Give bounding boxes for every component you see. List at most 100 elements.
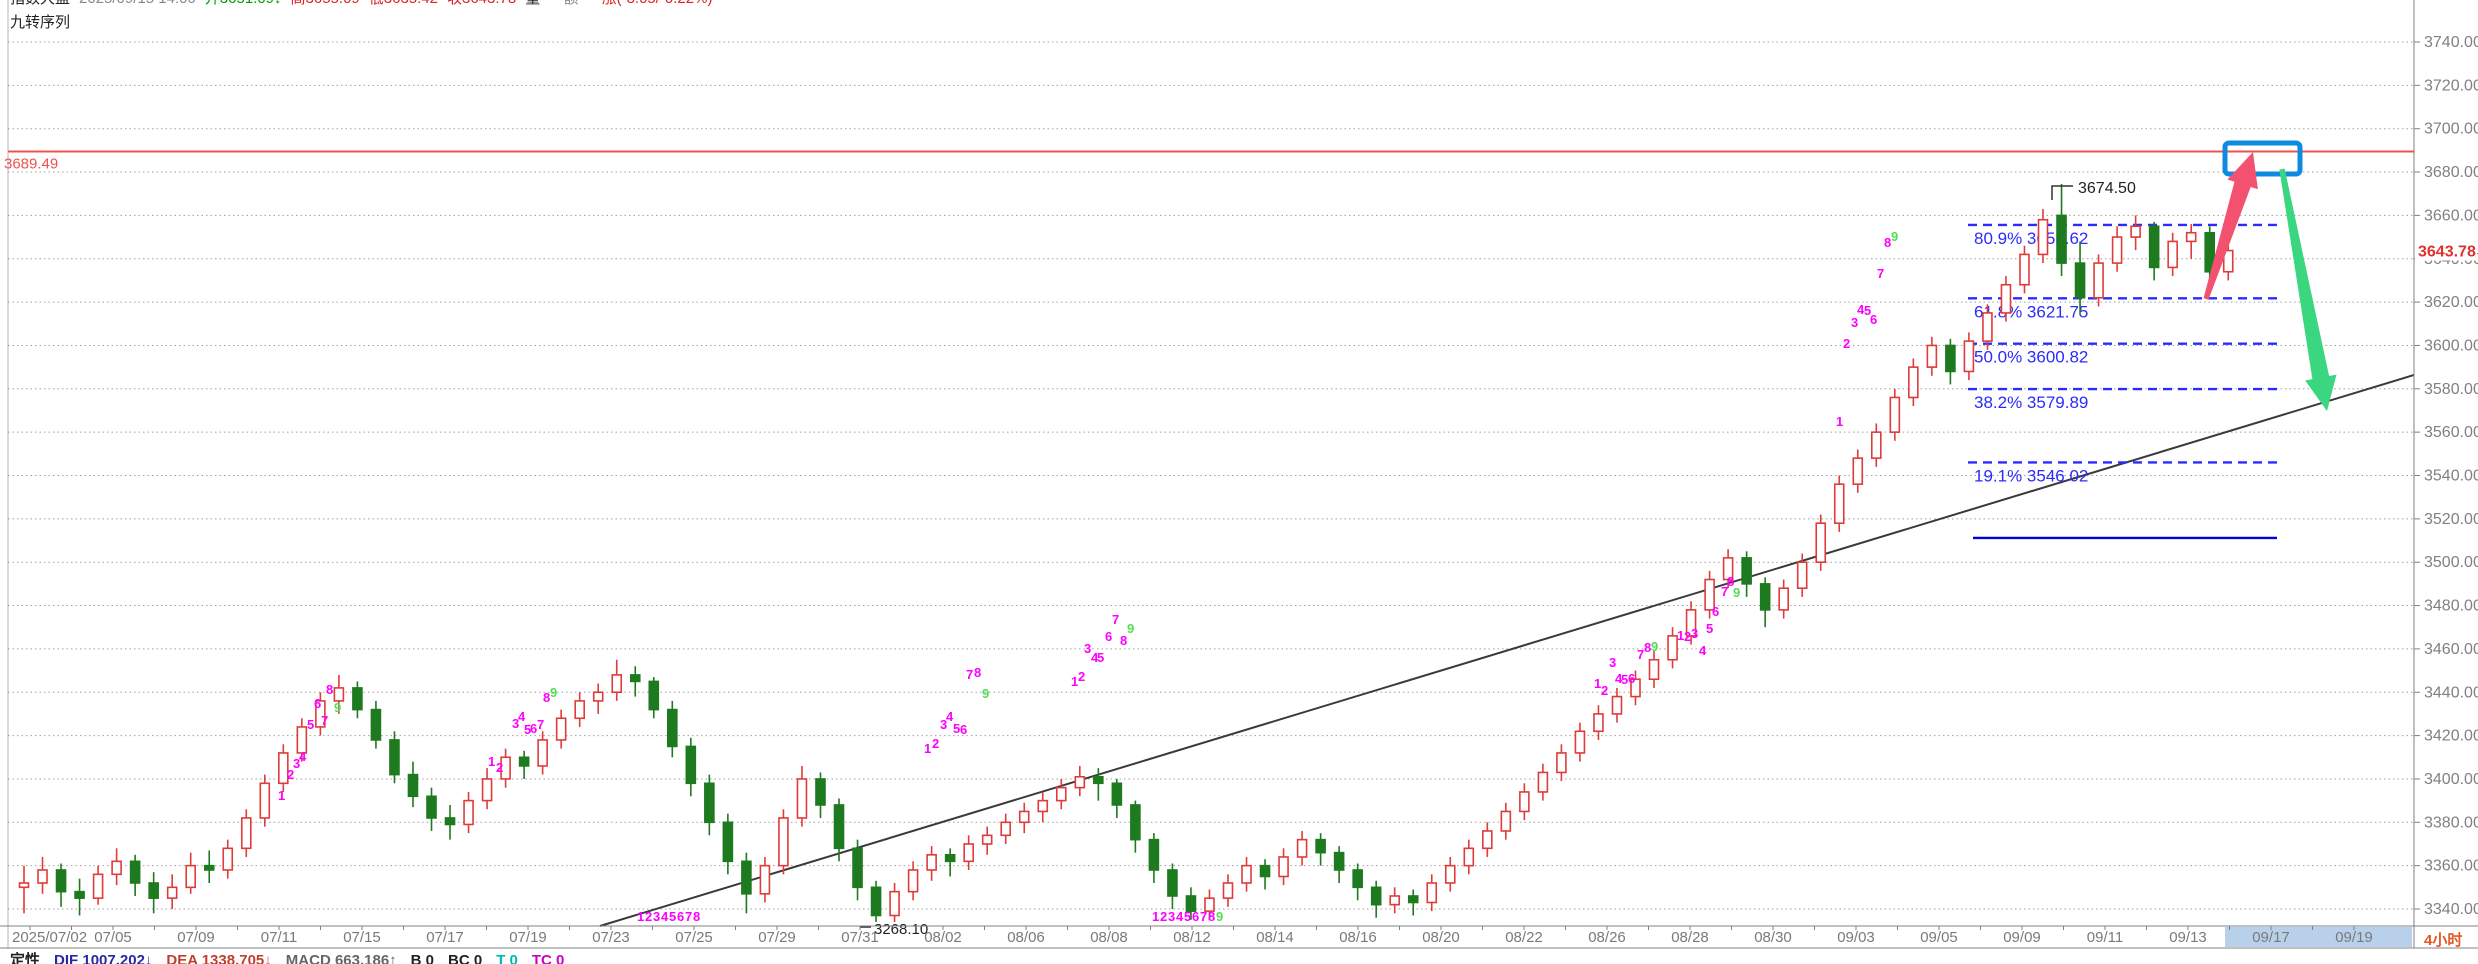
candle-body xyxy=(685,745,697,785)
blue-rectangle-annotation[interactable] xyxy=(2222,140,2303,177)
candle-body xyxy=(2130,225,2141,238)
candle-body xyxy=(629,674,641,683)
nine-turn-count: 9 xyxy=(1891,229,1898,244)
macd-field: MACD 663.186↑ xyxy=(285,952,397,964)
nine-turn-count: 9 xyxy=(1733,585,1740,600)
candle-body xyxy=(1185,895,1197,912)
candle-body xyxy=(1778,587,1789,611)
nine-turn-count: 8 xyxy=(543,690,550,705)
high-price-label: 3674.50 xyxy=(2078,180,2136,197)
nine-turn-count: 3 xyxy=(1168,909,1175,924)
macd-field: B 0 xyxy=(410,952,435,964)
trendline[interactable] xyxy=(599,374,2415,927)
timeframe-label[interactable]: 4小时 xyxy=(2424,932,2463,949)
candle-body xyxy=(1463,847,1475,867)
nine-turn-count: 7 xyxy=(537,717,544,732)
candle-body xyxy=(1407,895,1419,904)
nine-turn-count: 4 xyxy=(1699,643,1707,658)
candle-body xyxy=(704,782,715,824)
nine-turn-count: 4 xyxy=(946,709,954,724)
nine-turn-count: 1 xyxy=(278,788,285,803)
candle-body xyxy=(1889,396,1901,433)
candle-body xyxy=(2111,236,2123,264)
candle-body xyxy=(1389,895,1401,906)
fib-level-label: 80.9% 3655.62 xyxy=(1974,229,2088,248)
nine-turn-count: 3 xyxy=(653,909,660,924)
candle-body xyxy=(852,847,863,889)
candle-body xyxy=(926,854,937,871)
nine-turn-count: 2 xyxy=(1160,909,1167,924)
candle-body xyxy=(667,708,678,748)
y-axis-label: 3360.00 xyxy=(2424,858,2478,875)
candle-body xyxy=(463,799,474,826)
candle-body xyxy=(741,860,752,895)
candle-body xyxy=(2093,262,2104,299)
candle-body xyxy=(148,882,159,899)
candle-body xyxy=(1667,635,1678,661)
nine-turn-count: 1 xyxy=(1594,676,1601,691)
candle-body xyxy=(889,890,900,917)
nine-turn-count: 5 xyxy=(953,721,960,736)
nine-turn-count: 6 xyxy=(677,909,684,924)
candle-body xyxy=(426,795,437,819)
candle-body xyxy=(537,739,548,767)
nine-turn-count: 1 xyxy=(1836,414,1843,429)
macd-field: DEA 1338.705↓ xyxy=(166,952,272,964)
candle-body xyxy=(1018,810,1030,824)
date-label: 07/17 xyxy=(426,929,464,946)
date-label: 08/14 xyxy=(1256,929,1294,946)
candle-body xyxy=(1333,851,1345,871)
red-up-arrow-annotation[interactable] xyxy=(2203,152,2258,300)
nine-turn-count: 7 xyxy=(685,909,692,924)
y-axis-label: 3420.00 xyxy=(2424,728,2478,745)
candle-body xyxy=(55,869,67,893)
candle-body xyxy=(1852,457,1864,485)
fib-level-label: 38.2% 3579.89 xyxy=(1974,393,2088,412)
y-axis-label: 3540.00 xyxy=(2424,468,2478,485)
candle-body xyxy=(1130,804,1141,841)
candle-body xyxy=(185,864,197,889)
candle-body xyxy=(92,873,104,899)
ohlc-field: 开3651.09↓ xyxy=(205,0,282,7)
ohlc-header-strip: 指数大盘 2025/09/15 14:00 开3651.09↓ 高3655.09 低36… xyxy=(10,0,721,9)
candle-body xyxy=(1556,752,1567,774)
nine-turn-count: 4 xyxy=(661,909,669,924)
nine-turn-count: 6 xyxy=(314,696,321,711)
nine-turn-count: 3 xyxy=(512,716,519,731)
nine-turn-count: 1 xyxy=(1152,909,1159,924)
green-down-arrow-annotation[interactable] xyxy=(2279,168,2337,412)
candle-body xyxy=(1148,838,1160,871)
candle-body xyxy=(1926,344,1938,368)
nine-turn-count: 1 xyxy=(637,909,644,924)
candle-body xyxy=(222,847,234,871)
candle-body xyxy=(1482,830,1493,850)
nine-turn-count: 6 xyxy=(960,722,967,737)
candle-body xyxy=(1074,775,1086,789)
candle-body xyxy=(1796,561,1808,590)
nine-turn-count: 8 xyxy=(1208,909,1215,924)
ohlc-field: 量 -- xyxy=(525,0,554,7)
nine-turn-count: 9 xyxy=(1216,909,1223,924)
y-axis-label: 3480.00 xyxy=(2424,598,2478,615)
candle-body xyxy=(37,869,48,884)
nine-turn-count: 5 xyxy=(524,722,531,737)
candle-body xyxy=(870,886,882,917)
nine-turn-count: 7 xyxy=(1721,584,1728,599)
nine-turn-count: 7 xyxy=(1637,647,1644,662)
candle-body xyxy=(574,700,585,720)
nine-turn-count: 7 xyxy=(321,713,328,728)
ohlc-header-text: 指数大盘 2025/09/15 14:00 开3651.09↓ 高3655.09 低36… xyxy=(10,0,721,8)
date-label: 08/16 xyxy=(1339,929,1377,946)
candle-body xyxy=(1278,856,1289,878)
candle-body xyxy=(1908,366,1919,399)
candle-body xyxy=(2204,231,2216,273)
nine-turn-count: 5 xyxy=(1864,303,1871,318)
candle-body xyxy=(1833,483,1845,524)
nine-turn-count: 6 xyxy=(1628,671,1635,686)
date-label: 07/19 xyxy=(509,929,547,946)
y-axis-label: 3620.00 xyxy=(2424,294,2478,311)
nine-turn-count: 2 xyxy=(1684,629,1691,644)
nine-turn-count: 6 xyxy=(1870,312,1877,327)
candle-body xyxy=(1519,791,1530,813)
candle-body xyxy=(2167,240,2178,269)
